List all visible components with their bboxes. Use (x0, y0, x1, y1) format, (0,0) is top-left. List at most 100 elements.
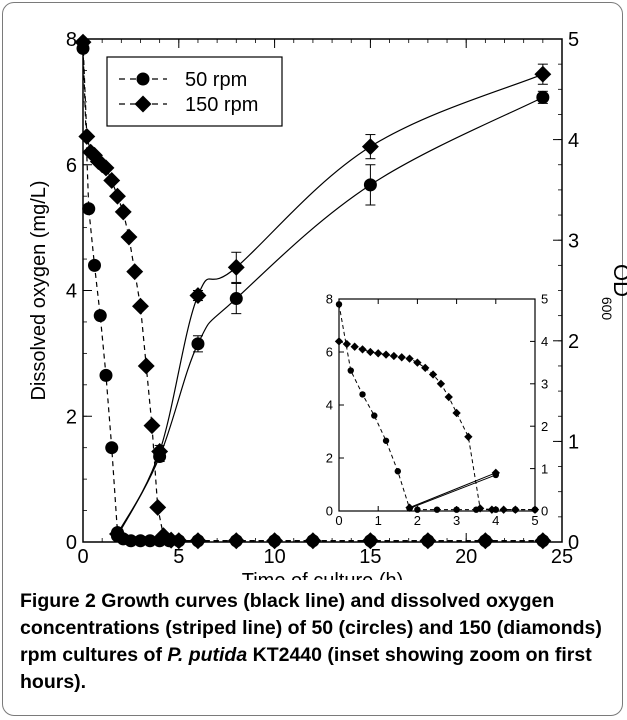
diamond-marker (452, 408, 461, 418)
chart: 051015202502468012345Time of culture (h)… (28, 29, 627, 580)
circle-marker (363, 178, 377, 192)
diamond-marker (464, 432, 473, 441)
x-tick-label: 5 (173, 546, 184, 568)
circle-marker (394, 468, 401, 475)
plot-background (339, 299, 535, 511)
diamond-marker (421, 363, 430, 373)
circle-marker (382, 437, 390, 444)
y2-tick-label: 0 (541, 504, 548, 519)
caption-species: P. putida (167, 644, 248, 666)
y2-tick-label: 1 (541, 461, 548, 476)
legend-circle-marker (136, 72, 150, 86)
y-tick-label: 4 (66, 281, 77, 303)
diamond-marker (405, 354, 414, 363)
diamond-marker (397, 353, 406, 362)
diamond-marker (487, 505, 497, 514)
circle-marker (143, 534, 157, 548)
y2-tick-label: 1 (568, 432, 579, 454)
figure-caption: Figure 2 Growth curves (black line) and … (20, 588, 610, 696)
x-tick-label: 4 (492, 513, 499, 528)
x-tick-label: 2 (414, 513, 421, 528)
circle-marker (536, 90, 550, 104)
diamond-marker (109, 187, 126, 205)
circle-marker (87, 258, 101, 272)
diamond-marker (428, 370, 438, 379)
circle-marker (124, 534, 138, 548)
diamond-marker (491, 468, 500, 477)
caption-text-2: KT2440 (inset showing zoom on first hour… (20, 644, 592, 693)
circle-marker (371, 412, 378, 419)
diamond-marker (151, 443, 169, 460)
circle-marker (93, 309, 107, 323)
circle-marker (105, 441, 119, 455)
diamond-marker (137, 357, 155, 375)
circle-marker (99, 368, 113, 382)
x-tick-label: 3 (453, 513, 460, 528)
diamond-marker (120, 228, 138, 246)
legend: 50 rpm 150 rpm (106, 56, 283, 127)
diamond-marker (103, 172, 121, 189)
diamond-marker (366, 347, 375, 357)
diamond-marker (132, 297, 149, 315)
diamond-marker (227, 258, 245, 276)
circle-marker (191, 337, 205, 351)
series-line-2 (409, 474, 496, 509)
y-tick-label: 2 (326, 451, 333, 466)
y2-tick-label: 5 (541, 292, 548, 307)
diamond-marker (78, 128, 96, 145)
diamond-marker (499, 505, 508, 514)
diamond-marker (413, 358, 422, 367)
y2-tick-label: 3 (568, 230, 579, 252)
main-chart: 051015202502468012345Time of culture (h)… (28, 29, 627, 580)
y2-axis-label: OD (609, 264, 627, 297)
y-tick-label: 6 (326, 345, 333, 360)
diamond-marker (436, 379, 446, 388)
y2-tick-label: 5 (568, 29, 579, 51)
y-tick-label: 6 (66, 155, 77, 177)
diamond-marker (389, 351, 399, 361)
x-tick-label: 5 (531, 513, 538, 528)
y2-tick-label: 2 (568, 331, 579, 353)
diamond-marker (361, 138, 379, 156)
x-tick-label: 0 (77, 546, 88, 568)
diamond-marker (143, 417, 161, 435)
x-tick-label: 20 (455, 546, 477, 568)
x-tick-label: 10 (263, 546, 285, 568)
diamond-marker (342, 339, 351, 349)
circle-marker (82, 202, 96, 216)
circle-marker (229, 292, 243, 306)
circle-marker (433, 506, 441, 513)
circle-marker (359, 391, 366, 398)
x-tick-label: 1 (375, 513, 382, 528)
y2-tick-label: 3 (541, 376, 548, 391)
y-tick-label: 8 (66, 29, 77, 51)
diamond-marker (405, 503, 414, 512)
y-tick-label: 4 (326, 398, 333, 413)
x-axis-label: Time of culture (h) (242, 570, 404, 580)
y-tick-label: 2 (66, 406, 77, 428)
diamond-marker (444, 392, 453, 402)
diamond-marker (149, 498, 167, 516)
x-tick-label: 0 (335, 513, 342, 528)
y-tick-label: 8 (326, 292, 333, 307)
diamond-marker (511, 505, 520, 514)
y2-tick-label: 2 (541, 419, 548, 434)
diamond-marker (534, 65, 552, 83)
y2-axis-label-subscript: 600 (599, 297, 615, 321)
legend-box (106, 56, 283, 127)
series-line-3 (409, 472, 496, 509)
y2-tick-label: 0 (568, 532, 579, 554)
y-tick-label: 0 (326, 504, 333, 519)
legend-diamond-marker (134, 95, 152, 113)
diamond-marker (381, 350, 391, 359)
circle-marker (347, 367, 354, 374)
y-tick-label: 0 (66, 532, 77, 554)
legend-label: 50 rpm (185, 69, 247, 91)
y-axis-label: Dissolved oxygen (mg/L) (28, 180, 50, 400)
diamond-marker (358, 345, 367, 354)
legend-label: 150 rpm (185, 94, 258, 116)
diamond-marker (97, 159, 115, 177)
caption-label: Figure 2 (20, 590, 96, 612)
